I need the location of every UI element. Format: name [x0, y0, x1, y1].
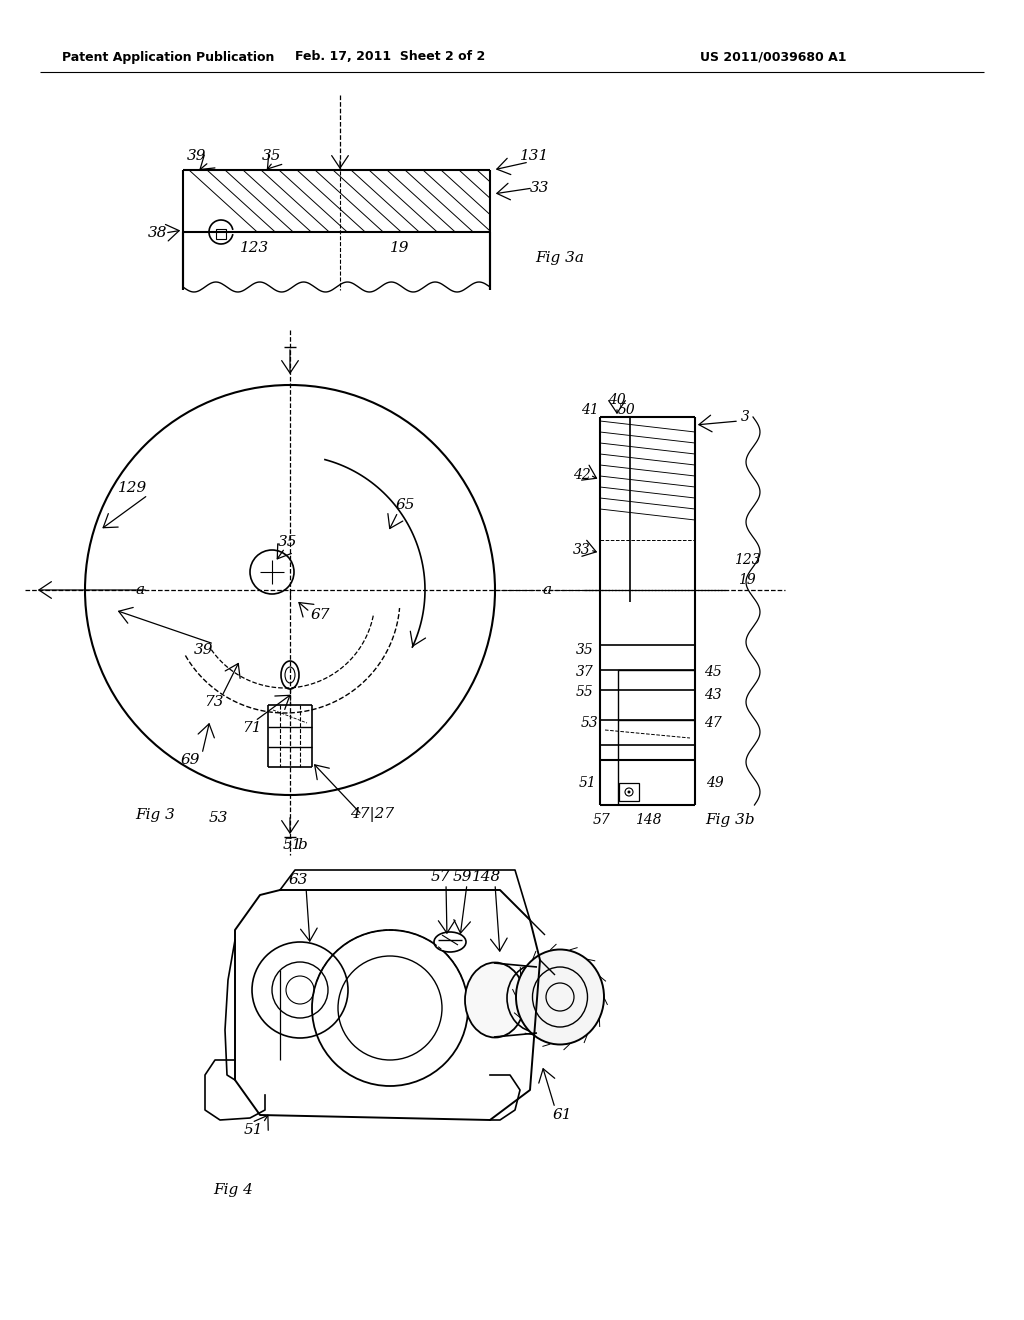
Text: 59: 59 — [453, 870, 472, 884]
Text: 53: 53 — [582, 715, 599, 730]
Text: 45: 45 — [705, 665, 722, 678]
Ellipse shape — [281, 661, 299, 689]
Text: 38: 38 — [148, 226, 168, 240]
Text: 129: 129 — [119, 480, 147, 495]
Text: 50: 50 — [618, 403, 636, 417]
Circle shape — [628, 791, 631, 793]
Text: 57: 57 — [593, 813, 611, 828]
Text: 53: 53 — [208, 810, 227, 825]
Text: 123: 123 — [733, 553, 760, 568]
Text: 67: 67 — [310, 609, 330, 622]
Text: Patent Application Publication: Patent Application Publication — [62, 50, 274, 63]
Text: 35: 35 — [262, 149, 282, 162]
Text: Feb. 17, 2011  Sheet 2 of 2: Feb. 17, 2011 Sheet 2 of 2 — [295, 50, 485, 63]
Ellipse shape — [434, 932, 466, 952]
Text: 65: 65 — [395, 498, 415, 512]
Text: 39: 39 — [187, 149, 207, 162]
Text: 33: 33 — [530, 181, 550, 195]
Text: 51: 51 — [580, 776, 597, 789]
Bar — [618, 783, 639, 801]
Text: Fig 3: Fig 3 — [135, 808, 175, 822]
Text: 42: 42 — [573, 469, 591, 482]
Text: 123: 123 — [241, 242, 269, 255]
Text: 33: 33 — [573, 543, 591, 557]
Text: 37: 37 — [577, 665, 594, 678]
Text: a: a — [135, 583, 144, 597]
Text: 35: 35 — [577, 643, 594, 657]
Text: 55: 55 — [577, 685, 594, 700]
Text: 39: 39 — [195, 643, 214, 657]
Text: 71: 71 — [243, 721, 262, 735]
Text: 49: 49 — [707, 776, 724, 789]
Text: 63: 63 — [288, 873, 308, 887]
Bar — [216, 228, 226, 239]
Text: Fig 4: Fig 4 — [213, 1183, 253, 1197]
Text: 73: 73 — [204, 696, 224, 709]
Text: Fig 3b: Fig 3b — [706, 813, 755, 828]
Text: 148: 148 — [635, 813, 662, 828]
Text: 41: 41 — [582, 403, 599, 417]
Text: 61: 61 — [552, 1107, 571, 1122]
Text: 47|27: 47|27 — [350, 808, 394, 822]
Text: 51: 51 — [244, 1123, 263, 1137]
Text: US 2011/0039680 A1: US 2011/0039680 A1 — [700, 50, 847, 63]
Ellipse shape — [516, 949, 604, 1044]
Text: 47: 47 — [705, 715, 722, 730]
Text: 40: 40 — [608, 393, 626, 407]
Text: 69: 69 — [180, 752, 200, 767]
Ellipse shape — [465, 962, 525, 1038]
Text: 148: 148 — [472, 870, 502, 884]
Text: Fig 3a: Fig 3a — [536, 251, 585, 265]
Text: 43: 43 — [705, 688, 722, 702]
Text: 131: 131 — [520, 149, 550, 162]
Text: 51: 51 — [283, 838, 302, 851]
Text: 57: 57 — [430, 870, 450, 884]
Text: 19: 19 — [390, 242, 410, 255]
Text: 35: 35 — [279, 535, 298, 549]
Text: 3: 3 — [740, 411, 750, 424]
Text: b: b — [297, 838, 307, 851]
Text: a: a — [543, 583, 552, 597]
Text: 19: 19 — [738, 573, 756, 587]
